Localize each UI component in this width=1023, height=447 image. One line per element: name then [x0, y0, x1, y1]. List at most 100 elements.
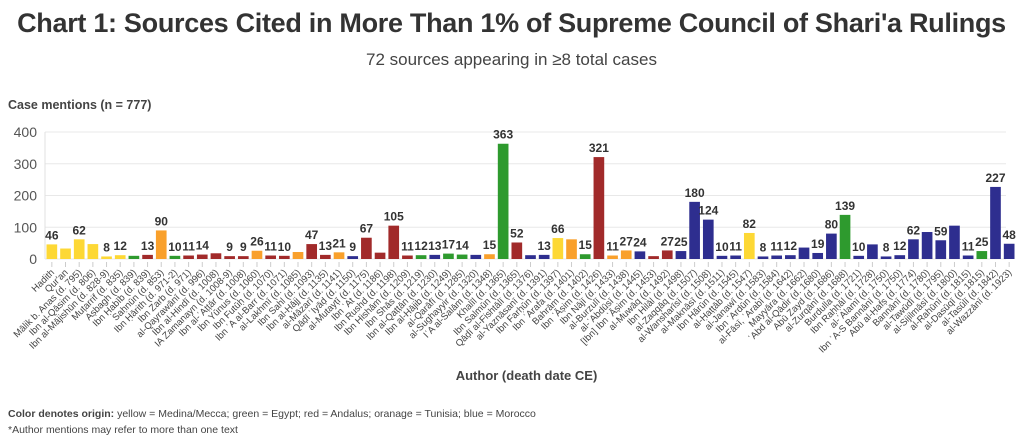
data-label: 26 — [250, 235, 264, 249]
bar — [538, 254, 550, 259]
bar — [525, 255, 536, 259]
bar — [292, 252, 304, 259]
data-label: 8 — [103, 240, 110, 254]
data-label: 12 — [893, 239, 907, 253]
data-label: 13 — [428, 239, 442, 253]
bar — [839, 214, 851, 259]
bar — [265, 255, 276, 259]
bar — [374, 252, 386, 259]
data-label: 10 — [715, 240, 729, 254]
data-label: 139 — [835, 199, 855, 213]
bar — [867, 244, 878, 259]
bar — [990, 186, 1001, 259]
data-label: 46 — [45, 228, 59, 242]
data-label: 10 — [278, 240, 292, 254]
bar — [320, 254, 331, 259]
bar — [634, 251, 646, 259]
data-label: 59 — [934, 224, 948, 238]
data-label: 48 — [1002, 228, 1016, 242]
bar — [935, 240, 947, 259]
bar — [402, 255, 413, 259]
bar — [415, 255, 427, 259]
data-label: 9 — [240, 240, 247, 254]
data-label: 90 — [155, 214, 169, 228]
bar — [908, 239, 919, 259]
data-label: 180 — [685, 186, 705, 200]
bar — [675, 251, 687, 259]
bar — [114, 255, 126, 259]
bar — [497, 143, 509, 259]
bar — [661, 250, 673, 259]
bar — [607, 255, 618, 259]
data-label: 105 — [384, 210, 404, 224]
data-label: 17 — [442, 238, 456, 252]
bar — [880, 256, 892, 259]
bar — [60, 248, 71, 259]
bar — [333, 252, 345, 259]
bar — [812, 252, 824, 259]
bar — [73, 239, 85, 259]
bar — [894, 255, 906, 259]
data-label: 13 — [537, 239, 551, 253]
data-label: 12 — [784, 239, 798, 253]
bar — [306, 244, 318, 259]
bar — [949, 225, 960, 259]
y-tick-label: 300 — [14, 156, 38, 172]
bar — [361, 237, 372, 259]
y-tick-label: 400 — [14, 124, 38, 140]
data-label: 11 — [729, 240, 742, 254]
bar — [579, 254, 591, 259]
bar — [237, 256, 249, 259]
data-label: 124 — [698, 204, 718, 218]
data-label: 227 — [985, 171, 1005, 185]
bar — [347, 256, 359, 259]
data-label: 11 — [264, 240, 277, 254]
data-label: 11 — [401, 240, 414, 254]
bar — [46, 244, 58, 259]
bar — [155, 230, 167, 259]
bar — [429, 254, 441, 259]
bar — [798, 247, 810, 259]
bar — [962, 255, 974, 259]
data-label: 67 — [360, 222, 374, 236]
y-axis-label: Case mentions (n = 777) — [8, 98, 152, 112]
data-label: 321 — [589, 141, 609, 155]
data-label: 15 — [579, 238, 593, 252]
bar — [771, 255, 783, 259]
bar — [278, 255, 290, 259]
y-tick-label: 200 — [14, 188, 38, 204]
chart-title: Chart 1: Sources Cited in More Than 1% o… — [17, 8, 1006, 38]
bar — [87, 244, 99, 259]
bar — [484, 254, 495, 259]
y-tick-label: 0 — [29, 251, 37, 267]
bar — [648, 256, 659, 259]
data-label: 11 — [606, 240, 619, 254]
data-label: 11 — [770, 240, 783, 254]
data-label: 62 — [73, 223, 87, 237]
data-label: 24 — [633, 235, 647, 249]
data-label: 13 — [141, 239, 155, 253]
bar — [443, 253, 454, 259]
bar — [183, 255, 194, 259]
data-label: 14 — [196, 239, 210, 253]
data-label: 80 — [825, 218, 839, 232]
color-legend-note: Color denotes origin: yellow = Medina/Me… — [8, 408, 536, 420]
bar — [976, 251, 988, 259]
bar — [388, 225, 400, 259]
data-label: 8 — [760, 240, 767, 254]
bar — [716, 255, 728, 259]
bar — [566, 239, 577, 259]
y-tick-label: 100 — [14, 219, 38, 235]
data-label: 19 — [811, 237, 825, 251]
bar — [853, 255, 865, 259]
legend-note-text: yellow = Medina/Mecca; green = Egypt; re… — [114, 408, 536, 420]
data-label: 13 — [319, 239, 333, 253]
data-label: 27 — [661, 234, 675, 248]
data-label: 15 — [483, 238, 497, 252]
bar — [593, 157, 605, 259]
data-label: 21 — [332, 236, 346, 250]
data-label: 363 — [493, 128, 513, 142]
bar — [470, 254, 482, 259]
bar — [689, 201, 700, 259]
bar — [142, 254, 153, 259]
